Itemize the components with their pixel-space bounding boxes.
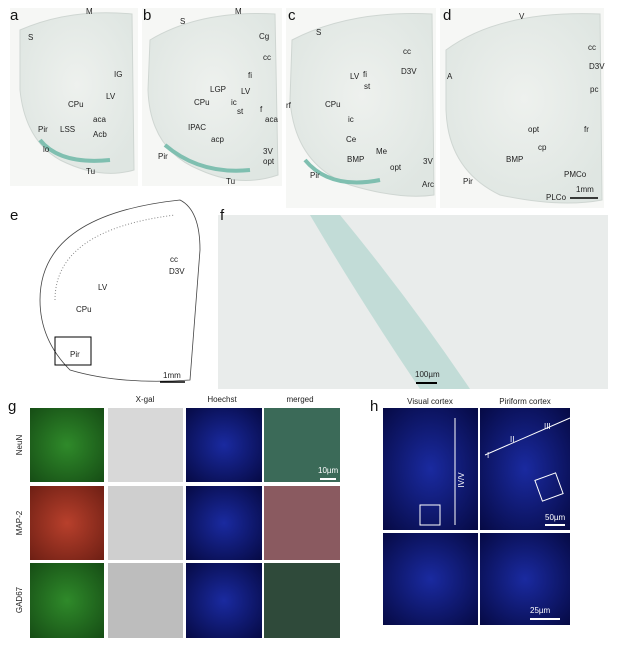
label: aca	[265, 115, 278, 124]
label: fr	[584, 125, 589, 134]
label: M	[86, 7, 93, 16]
label: II	[510, 435, 514, 444]
panel-letter: c	[288, 7, 296, 24]
label: D3V	[401, 67, 417, 76]
label: BMP	[347, 155, 364, 164]
label: Visual cortex	[407, 397, 453, 406]
label: 100µm	[415, 370, 440, 379]
label: cc	[170, 255, 178, 264]
label: st	[364, 82, 371, 91]
label: CPu	[325, 100, 341, 109]
label: cp	[538, 143, 547, 152]
label: A	[447, 72, 453, 81]
label: LV	[241, 87, 251, 96]
brain-sections	[10, 8, 608, 389]
label: 10µm	[318, 466, 339, 475]
label: Pir	[38, 125, 48, 134]
label: 3V	[423, 157, 433, 166]
label: LV	[98, 283, 108, 292]
label: Cg	[259, 32, 269, 41]
panel-letter: h	[370, 398, 378, 415]
panel-letter: e	[10, 207, 18, 224]
label: opt	[528, 125, 540, 134]
label: Me	[376, 147, 388, 156]
label: M	[235, 7, 242, 16]
label: Pir	[158, 152, 168, 161]
label: PMCo	[564, 170, 587, 179]
label: merged	[286, 395, 313, 404]
label: 1mm	[576, 185, 594, 194]
label: LSS	[60, 125, 75, 134]
label: X-gal	[136, 395, 155, 404]
label: LGP	[210, 85, 226, 94]
label: D3V	[589, 62, 605, 71]
panel-letter: a	[10, 7, 19, 24]
label: rf	[286, 101, 292, 110]
label: aca	[93, 115, 106, 124]
label: GAD67	[15, 586, 24, 613]
label: IPAC	[188, 123, 206, 132]
label: Pir	[70, 350, 80, 359]
label: Acb	[93, 130, 107, 139]
panel-letter: b	[143, 7, 151, 24]
label: CPu	[68, 100, 84, 109]
panel-letter: f	[220, 207, 225, 224]
label: Arc	[422, 180, 434, 189]
label: Pir	[463, 177, 473, 186]
label: MAP-2	[15, 510, 24, 535]
label: fi	[363, 70, 367, 79]
label: IG	[114, 70, 122, 79]
label: I	[487, 451, 489, 460]
label: 50µm	[545, 513, 566, 522]
label: opt	[263, 157, 275, 166]
label: cc	[263, 53, 271, 62]
label: Tu	[86, 167, 95, 176]
label: LV	[106, 92, 116, 101]
label: III	[544, 422, 551, 431]
micrographs	[30, 408, 571, 638]
label: PLCo	[546, 193, 567, 202]
label: Pir	[310, 171, 320, 180]
label: f	[260, 105, 263, 114]
label: Hoechst	[207, 395, 237, 404]
label: CPu	[76, 305, 92, 314]
label: opt	[390, 163, 402, 172]
label: BMP	[506, 155, 523, 164]
label: 1mm	[163, 371, 181, 380]
label: cc	[403, 47, 411, 56]
label: acp	[211, 135, 224, 144]
label: S	[180, 17, 185, 26]
label: CPu	[194, 98, 210, 107]
label: D3V	[169, 267, 185, 276]
label: ic	[231, 98, 237, 107]
label: Tu	[226, 177, 235, 186]
label: IV/V	[457, 472, 466, 488]
label: ic	[348, 115, 354, 124]
label: pc	[590, 85, 598, 94]
label: 25µm	[530, 606, 551, 615]
label: S	[28, 33, 33, 42]
label: S	[316, 28, 321, 37]
label: cc	[588, 43, 596, 52]
panel-letter: d	[443, 7, 451, 24]
panel-letter: g	[8, 398, 16, 415]
label: st	[237, 107, 244, 116]
label: LV	[350, 72, 360, 81]
label: lo	[43, 145, 50, 154]
label: fi	[248, 71, 252, 80]
label: V	[519, 12, 525, 21]
label: Piriform cortex	[499, 397, 551, 406]
label: 3V	[263, 147, 273, 156]
label: Ce	[346, 135, 357, 144]
label: NeuN	[15, 435, 24, 456]
panel-letters: a b c d e f g h	[8, 7, 451, 415]
